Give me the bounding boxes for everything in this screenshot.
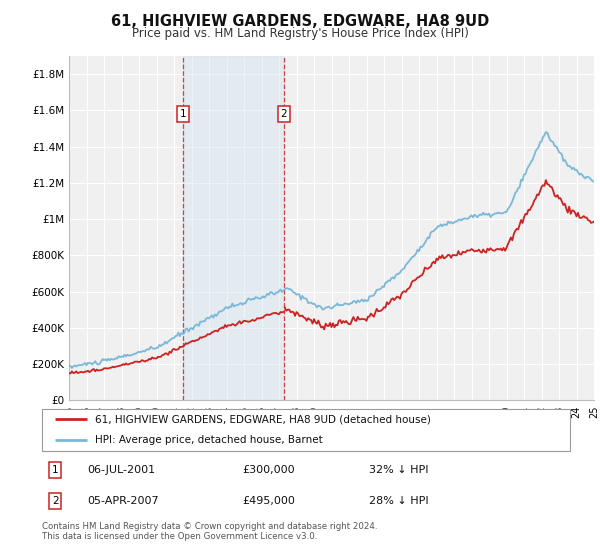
Text: 61, HIGHVIEW GARDENS, EDGWARE, HA8 9UD (detached house): 61, HIGHVIEW GARDENS, EDGWARE, HA8 9UD (…: [95, 414, 431, 424]
Text: £495,000: £495,000: [242, 496, 296, 506]
Text: 06-JUL-2001: 06-JUL-2001: [87, 465, 155, 475]
FancyBboxPatch shape: [42, 409, 570, 451]
Text: 1: 1: [52, 465, 59, 475]
Text: 2: 2: [280, 109, 287, 119]
Text: 1: 1: [180, 109, 187, 119]
Bar: [183, 56, 284, 400]
Text: Contains HM Land Registry data © Crown copyright and database right 2024.
This d: Contains HM Land Registry data © Crown c…: [42, 522, 377, 542]
Text: 32% ↓ HPI: 32% ↓ HPI: [370, 465, 429, 475]
Text: 61, HIGHVIEW GARDENS, EDGWARE, HA8 9UD: 61, HIGHVIEW GARDENS, EDGWARE, HA8 9UD: [111, 14, 489, 29]
Text: Price paid vs. HM Land Registry's House Price Index (HPI): Price paid vs. HM Land Registry's House …: [131, 27, 469, 40]
Text: 28% ↓ HPI: 28% ↓ HPI: [370, 496, 429, 506]
Text: HPI: Average price, detached house, Barnet: HPI: Average price, detached house, Barn…: [95, 435, 323, 445]
Text: 2: 2: [52, 496, 59, 506]
Text: 05-APR-2007: 05-APR-2007: [87, 496, 158, 506]
Text: £300,000: £300,000: [242, 465, 295, 475]
